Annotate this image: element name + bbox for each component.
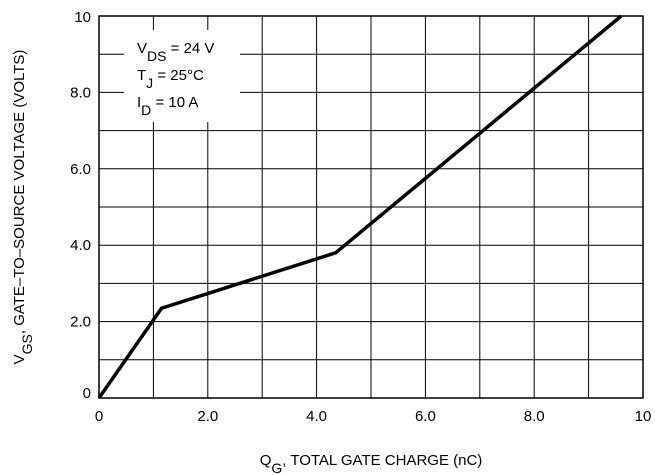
condition-line: VDS = 24 V (137, 40, 214, 64)
y-tick-labels: 0 2.0 4.0 6.0 8.0 10 (70, 9, 91, 402)
y-tick-label: 10 (74, 9, 91, 26)
vgs-curve (97, 14, 623, 400)
x-tick-label: 2.0 (197, 408, 218, 425)
x-tick-labels: 0 2.0 4.0 6.0 8.0 10 (95, 408, 652, 425)
x-axis-label: QG, TOTAL GATE CHARGE (nC) (260, 452, 483, 475)
y-tick-label: 0 (83, 385, 91, 402)
x-tick-label: 8.0 (524, 408, 545, 425)
x-tick-label: 0 (95, 408, 103, 425)
x-tick-label: 10 (635, 408, 652, 425)
conditions-annotation: VDS = 24 V TJ = 25°C ID = 10 A (137, 40, 214, 118)
y-tick-label: 4.0 (70, 237, 91, 254)
plot-frame (98, 15, 644, 399)
x-tick-label: 6.0 (415, 408, 436, 425)
y-tick-label: 6.0 (70, 161, 91, 178)
y-tick-label: 2.0 (70, 314, 91, 331)
x-tick-label: 4.0 (306, 408, 327, 425)
conditions-box (124, 30, 240, 122)
condition-line: ID = 10 A (137, 94, 198, 118)
y-axis-label: VGS, GATE–TO–SOURCE VOLTAGE (VOLTS) (11, 50, 35, 365)
curve-group (97, 14, 623, 400)
condition-line: TJ = 25°C (137, 67, 204, 91)
y-tick-label: 8.0 (70, 84, 91, 101)
